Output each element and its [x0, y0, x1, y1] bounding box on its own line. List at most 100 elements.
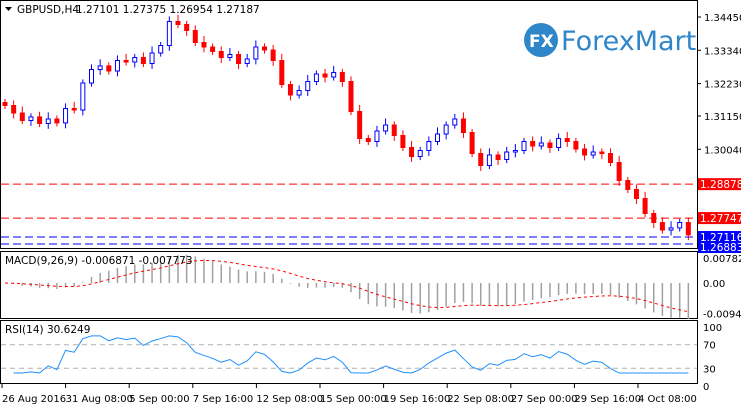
candle-body	[19, 112, 25, 121]
candle-body	[504, 151, 510, 160]
candle-body	[114, 60, 120, 72]
rsi-tick-label: 0	[703, 382, 709, 393]
price-tick-label: 1.32230	[704, 80, 741, 91]
price-level-label: 1.27747	[700, 213, 741, 225]
macd-signal-line	[4, 259, 689, 313]
candle-body	[89, 69, 94, 84]
candle-body	[305, 81, 311, 91]
candle-body	[313, 73, 319, 82]
candle-body	[348, 81, 354, 112]
candle-body	[140, 57, 146, 64]
chart-menu-button[interactable]	[5, 7, 12, 11]
rsi-line	[13, 335, 689, 374]
price-level-tag	[698, 178, 741, 191]
candle-body	[253, 46, 259, 60]
candle-body	[651, 213, 657, 223]
price-tick-label: 1.31150	[704, 112, 741, 123]
candle-body	[175, 21, 181, 25]
candle-body	[106, 65, 112, 72]
candle-body	[400, 135, 406, 148]
candle-body	[599, 151, 605, 154]
macd-title: MACD(9,26,9) -0.006871 -0.007773	[5, 255, 193, 267]
price-level-tag	[698, 212, 741, 225]
candle-body	[149, 52, 155, 64]
candle-body	[409, 147, 415, 157]
candle-body	[460, 118, 466, 133]
candle-body	[677, 222, 683, 229]
main-panel	[0, 0, 698, 249]
candle-body	[227, 54, 233, 58]
time-tick-label: 26 Aug 2016	[2, 394, 66, 405]
candle-body	[521, 141, 527, 151]
candle-body	[417, 150, 423, 157]
time-tick-label: 5 Sep 00:00	[129, 394, 189, 405]
axes: 1.344501.333401.322301.311501.300400.007…	[1, 13, 741, 405]
candle-body	[625, 180, 631, 190]
candle-body	[279, 60, 285, 85]
forexmart-logo: FX ForexMart	[524, 23, 696, 57]
candle-body	[365, 138, 371, 142]
price-level-tag	[698, 231, 741, 244]
candle-body	[512, 150, 518, 153]
candle-body	[218, 51, 224, 58]
time-tick-label: 15 Sep 00:00	[320, 394, 387, 405]
candle-body	[590, 151, 596, 156]
time-tick-label: 22 Sep 08:00	[447, 394, 514, 405]
candle-body	[556, 138, 562, 148]
candle-body	[123, 60, 129, 63]
candle-body	[54, 118, 60, 124]
candle-body	[426, 141, 432, 151]
rsi-series	[1, 335, 697, 374]
candle-body	[63, 108, 69, 124]
candle-body	[383, 124, 389, 132]
candle-body	[582, 148, 588, 156]
rsi-tick-label: 30	[703, 364, 716, 375]
candle-body	[633, 189, 639, 199]
rsi-tick-label: 70	[703, 341, 716, 352]
symbol-label: GBPUSD,H4	[17, 4, 79, 16]
candle-body	[452, 118, 458, 126]
candle-body	[616, 162, 622, 181]
triangle-down-icon[interactable]	[5, 7, 12, 11]
candle-body	[668, 227, 674, 231]
candle-body	[547, 142, 553, 148]
macd-series	[4, 254, 690, 319]
candle-body	[642, 198, 648, 214]
candle-body	[391, 124, 397, 136]
candle-body	[210, 46, 216, 52]
time-tick-label: 4 Oct 08:00	[638, 394, 697, 405]
time-tick-label: 27 Sep 00:00	[511, 394, 578, 405]
candle-body	[495, 154, 501, 160]
candle-body	[184, 24, 190, 31]
candle-body	[374, 130, 380, 142]
candle-body	[478, 153, 484, 166]
candle-body	[11, 105, 17, 114]
candle-body	[564, 138, 570, 142]
time-tick-label: 31 Aug 08:00	[66, 394, 133, 405]
macd-tick-label: -0.009468	[703, 309, 741, 320]
candle-body	[45, 118, 51, 124]
candle-body	[97, 65, 103, 71]
candle-body	[80, 82, 86, 111]
candle-body	[469, 132, 475, 154]
price-tick-label: 1.34450	[704, 13, 741, 24]
candles	[2, 14, 691, 241]
candle-body	[166, 21, 172, 46]
candle-body	[236, 54, 242, 64]
time-tick-label: 19 Sep 16:00	[384, 394, 451, 405]
candle-body	[28, 116, 34, 122]
candle-body	[2, 102, 8, 106]
candle-body	[435, 133, 440, 142]
candle-body	[262, 46, 267, 51]
candle-body	[685, 222, 691, 236]
candle-body	[71, 108, 77, 111]
candle-body	[322, 73, 328, 78]
macd-tick-label: 0.00	[703, 279, 725, 290]
rsi-title: RSI(14) 30.6249	[5, 324, 90, 336]
price-level-label: 1.26883	[700, 242, 741, 254]
candle-body	[201, 42, 207, 48]
candle-body	[659, 222, 665, 231]
